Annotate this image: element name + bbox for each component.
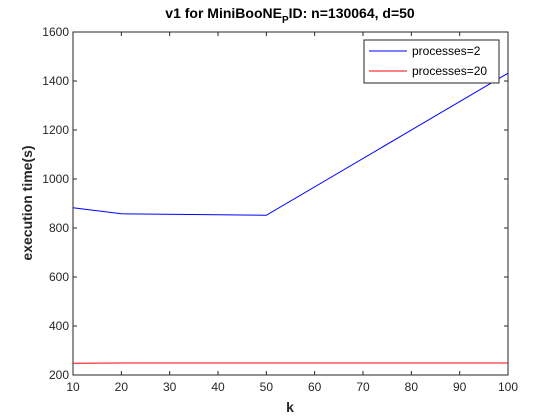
legend-label-2: processes=20 xyxy=(412,64,487,78)
y-axis: 200 400 600 800 1000 1200 1400 1600 xyxy=(42,25,508,382)
x-tick-label: 40 xyxy=(211,380,225,394)
chart-title-subscript: P xyxy=(282,15,289,26)
y-tick-label: 1200 xyxy=(42,123,69,137)
legend: processes=2 processes=20 xyxy=(363,39,500,84)
y-tick-label: 200 xyxy=(49,368,69,382)
legend-label-1: processes=2 xyxy=(412,44,481,58)
y-tick-label: 400 xyxy=(49,319,69,333)
y-tick-label: 800 xyxy=(49,221,69,235)
x-tick-label: 80 xyxy=(405,380,419,394)
x-tick-label: 90 xyxy=(453,380,467,394)
y-axis-label: execution time(s) xyxy=(19,145,35,260)
chart-title: v1 for MiniBooNEPID: n=130064, d=50 xyxy=(165,5,415,26)
x-tick-label: 10 xyxy=(66,380,80,394)
x-tick-label: 60 xyxy=(308,380,322,394)
x-tick-label: 30 xyxy=(163,380,177,394)
x-axis-label: k xyxy=(286,399,294,415)
x-axis: 10 20 30 40 50 60 70 80 90 100 xyxy=(66,32,518,394)
y-tick-label: 1600 xyxy=(42,25,69,39)
chart-title-prefix: v1 for MiniBooNE xyxy=(165,5,282,21)
x-tick-label: 70 xyxy=(356,380,370,394)
y-tick-label: 1000 xyxy=(42,172,69,186)
chart-title-suffix: ID: n=130064, d=50 xyxy=(289,5,415,21)
y-tick-label: 600 xyxy=(49,270,69,284)
x-tick-label: 20 xyxy=(115,380,129,394)
x-tick-label: 50 xyxy=(260,380,274,394)
series-line-1 xyxy=(72,72,509,216)
series-layer xyxy=(72,72,509,364)
plot-area xyxy=(72,31,509,376)
y-tick-label: 1400 xyxy=(42,74,69,88)
x-tick-label: 100 xyxy=(498,380,518,394)
legend-box xyxy=(363,39,500,84)
